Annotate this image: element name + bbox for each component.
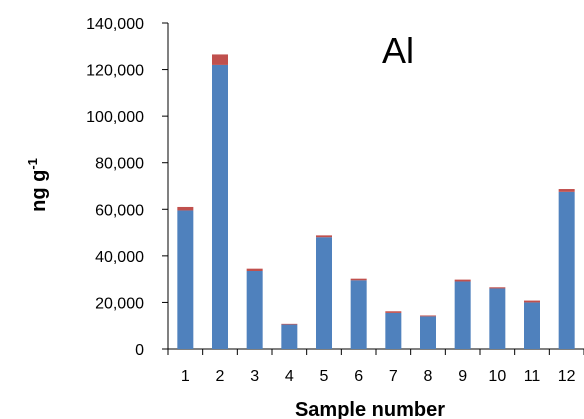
bar-segment-top [246,268,263,271]
bar-segment-main [350,280,367,349]
bar-segment-main [454,281,471,349]
x-tick-label: 11 [524,368,541,385]
bar-segment-top [281,323,298,325]
y-tick-label: 100,000 [86,109,144,126]
bar-segment-top [385,311,402,313]
bar-segment-main [281,324,298,349]
x-tick-label: 6 [354,368,363,385]
bar-segment-top [316,235,332,238]
x-tick-label: 7 [389,368,398,385]
y-tick-label: 120,000 [86,63,144,80]
svg-text:ng g-1: ng g-1 [25,158,50,212]
bar-segment-main [316,237,332,349]
bar-segment-top [524,300,540,303]
y-axis-title-base: ng g [28,170,50,212]
y-tick-label: 60,000 [95,202,144,219]
chart-title: Al [382,30,414,71]
y-axis-title: ng g-1 [25,158,50,212]
y-axis-title-superscript: -1 [25,158,40,170]
y-tick-label: 0 [135,342,144,359]
bar-segment-top [350,278,367,281]
x-tick-label: 8 [424,368,433,385]
x-tick-label: 2 [216,368,225,385]
x-axis-title: Sample number [295,399,445,419]
y-tick-label: 20,000 [95,295,144,312]
bar-segment-main [385,312,402,349]
bar-segment-main [420,316,436,349]
bar-segment-main [558,191,575,349]
x-tick-label: 5 [320,368,329,385]
bar-segment-main [524,302,540,349]
bar-segment-top [420,315,436,317]
x-tick-label: 1 [181,368,190,385]
bar-segment-main [246,270,263,349]
x-tick-label: 3 [250,368,259,385]
bar-segment-main [212,64,228,350]
bar-segment-top [177,206,194,211]
bar-segment-top [489,287,506,289]
x-tick-label: 4 [285,368,294,385]
x-tick-label: 12 [558,368,576,385]
bar-segment-main [489,288,506,349]
y-tick-label: 80,000 [95,156,144,173]
x-tick-label: 9 [458,368,467,385]
bar-segment-top [558,189,575,192]
y-tick-label: 140,000 [86,16,144,33]
y-tick-label: 40,000 [95,249,144,266]
plot-area: 0 20,000 40,000 60,000 80,000 100,000 120,000 1… [86,16,584,385]
x-tick-label: 10 [488,368,506,385]
bar-segment-top [212,54,228,65]
bar-segment-top [454,279,471,282]
bar-segment-main [177,210,194,349]
